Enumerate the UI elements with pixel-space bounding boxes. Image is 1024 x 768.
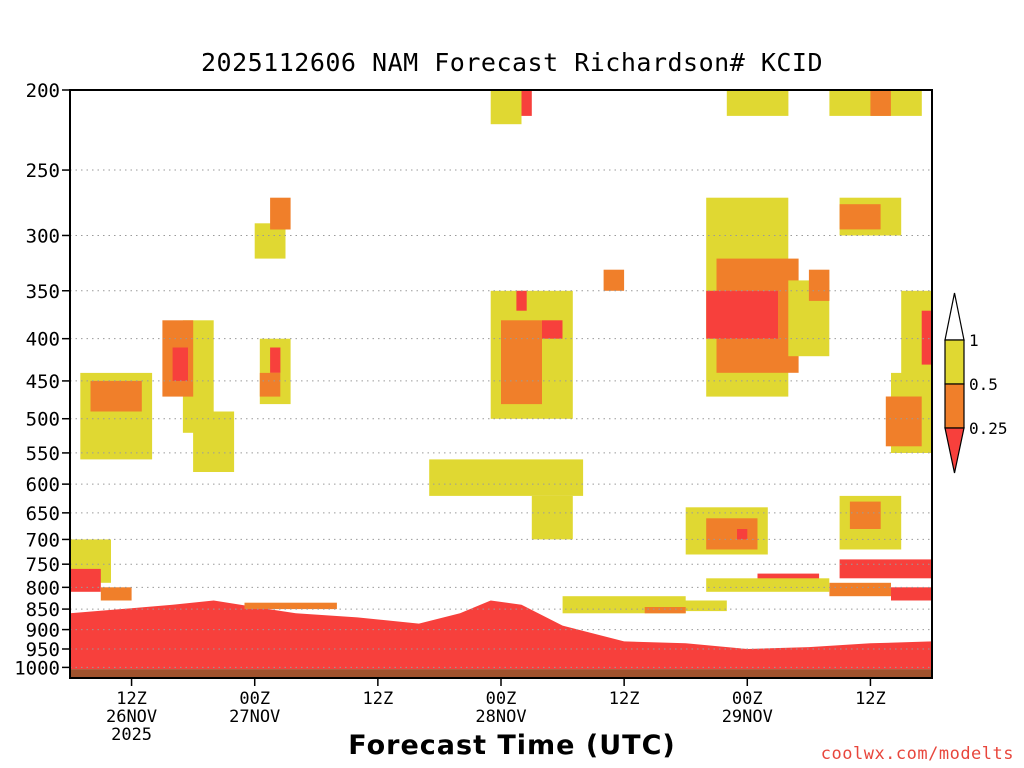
plot-area [70, 90, 932, 678]
y-tick-label-400: 400 [26, 329, 60, 351]
region-red-35 [737, 529, 748, 540]
legend-swatch-low [944, 427, 965, 474]
legend-label-1: 0.5 [969, 375, 998, 394]
y-tick-label-900: 900 [26, 620, 60, 642]
legend-swatch-mid [944, 383, 965, 429]
region-yellow-27 [726, 90, 789, 116]
legend-top-arrow [944, 292, 965, 341]
region-yellow-21 [490, 90, 522, 125]
region-red-41 [891, 587, 932, 601]
region-red-51 [70, 568, 101, 592]
region-orange-37 [885, 396, 922, 447]
x-tick-label-18-1: 27NOV [229, 707, 280, 727]
region-red-18 [516, 290, 527, 311]
region-red-4 [172, 347, 188, 381]
y-tick-label-600: 600 [26, 474, 60, 496]
x-tick-label-6-2: 2025 [111, 725, 152, 745]
y-tick-label-300: 300 [26, 225, 60, 247]
region-red-12 [270, 347, 281, 373]
region-red-20 [521, 90, 532, 116]
site-credit[interactable]: coolwx.com/modelts [820, 744, 1014, 764]
y-tick-label-800: 800 [26, 577, 60, 599]
x-tick-label-78-0: 12Z [855, 689, 886, 709]
legend-label-2: 0.25 [969, 419, 1008, 438]
region-red-45 [757, 573, 820, 583]
x-tick-label-6-0: 12Z [116, 689, 147, 709]
region-orange-32 [603, 269, 625, 291]
y-tick-label-250: 250 [26, 160, 60, 182]
region-yellow-13 [429, 459, 584, 496]
gridlines [70, 169, 932, 668]
y-tick-label-450: 450 [26, 371, 60, 393]
x-tick-label-30-0: 12Z [362, 689, 393, 709]
y-tick-label-750: 750 [26, 554, 60, 576]
region-red-24 [706, 290, 778, 339]
y-tick-label-200: 200 [26, 80, 60, 102]
region-orange-9 [270, 197, 291, 230]
region-orange-52 [100, 587, 132, 601]
legend: 1 0.5 0.25 [944, 292, 1008, 474]
region-orange-31 [839, 204, 881, 230]
y-tick-label-350: 350 [26, 281, 60, 303]
y-tick-label-550: 550 [26, 443, 60, 465]
region-orange-11 [259, 372, 281, 397]
x-tick-label-66-1: 29NOV [722, 707, 773, 727]
y-tick-label-850: 850 [26, 599, 60, 621]
region-orange-16 [501, 320, 542, 405]
region-yellow-46 [706, 578, 830, 592]
x-tick-label-6-1: 26NOV [106, 707, 157, 727]
shaded-regions [70, 90, 932, 678]
region-red-17 [542, 320, 563, 339]
y-tick-label-700: 700 [26, 529, 60, 551]
region-orange-29 [870, 90, 891, 116]
y-tick-label-500: 500 [26, 409, 60, 431]
region-orange-49 [644, 607, 686, 614]
legend-swatch-high [944, 339, 965, 385]
region-yellow-7 [193, 411, 235, 472]
x-tick-label-66-0: 00Z [732, 689, 763, 709]
region-orange-44 [849, 501, 881, 529]
region-orange-34 [706, 518, 758, 550]
region-red-0 [70, 600, 932, 670]
y-tick-label-950: 950 [26, 639, 60, 661]
region-orange-42 [829, 582, 891, 597]
region-yellow-14 [531, 495, 573, 540]
chart-title: 2025112606 NAM Forecast Richardson# KCID [200, 48, 824, 77]
region-orange-6 [90, 380, 142, 412]
legend-label-0: 1 [969, 331, 979, 350]
y-axis: 200 250 300 350 400 450 500 550 600 650 700 7508008… [14, 80, 70, 679]
region-yellow-48 [634, 600, 727, 612]
region-ground-1 [70, 669, 932, 678]
x-tick-label-54-0: 12Z [609, 689, 640, 709]
region-orange-26 [808, 269, 830, 301]
x-tick-label-42-1: 28NOV [475, 707, 526, 727]
x-tick-label-42-0: 00Z [486, 689, 517, 709]
x-axis-label: Forecast Time (UTC) [348, 730, 676, 761]
region-red-40 [839, 559, 932, 579]
y-tick-label-1000: 1000 [14, 657, 60, 679]
region-red-39 [921, 310, 932, 365]
y-tick-label-650: 650 [26, 503, 60, 525]
region-orange-53 [244, 602, 337, 610]
x-tick-label-18-0: 00Z [239, 689, 270, 709]
